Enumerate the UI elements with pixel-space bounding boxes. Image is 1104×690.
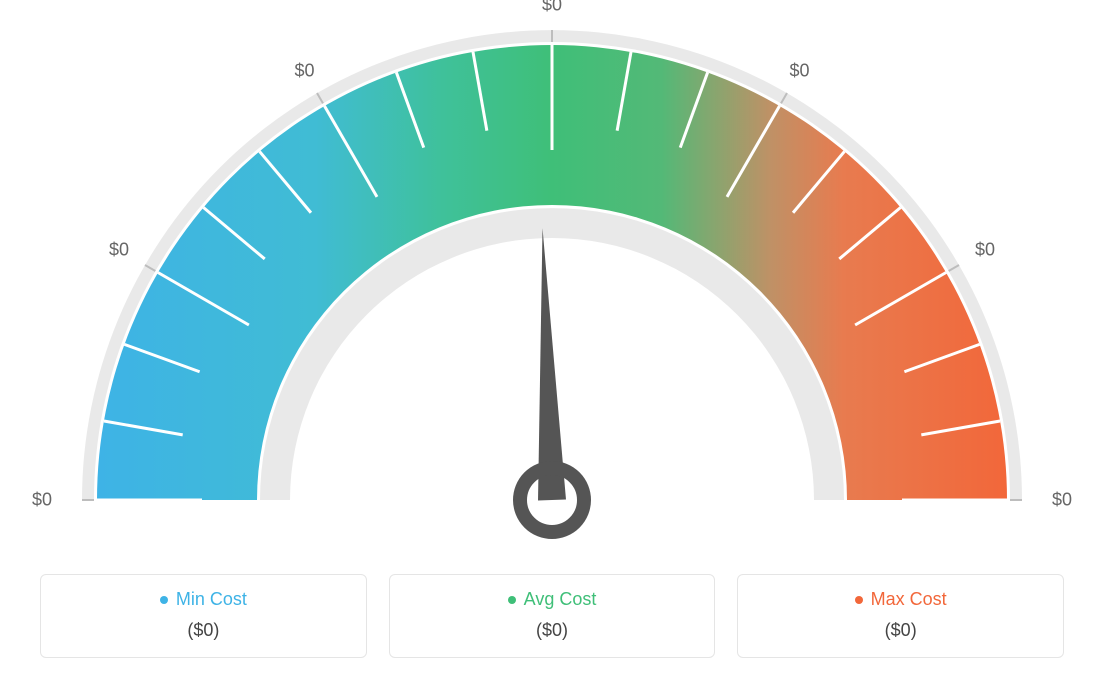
gauge-chart-container: $0 $0 $0 $0 $0 $0 $0 Min Cost ($0) Avg Cost ($… (0, 0, 1104, 690)
gauge: $0$0$0$0$0$0$0 (52, 0, 1052, 560)
gauge-tick-label: $0 (32, 490, 52, 511)
legend-title-avg: Avg Cost (508, 589, 597, 610)
legend-title-max: Max Cost (855, 589, 947, 610)
legend-row: Min Cost ($0) Avg Cost ($0) Max Cost ($0… (40, 574, 1064, 658)
legend-value-max: ($0) (748, 620, 1053, 641)
legend-card-avg: Avg Cost ($0) (389, 574, 716, 658)
gauge-tick-label: $0 (789, 61, 809, 82)
legend-label: Avg Cost (524, 589, 597, 610)
gauge-tick-label: $0 (542, 0, 562, 16)
gauge-tick-label: $0 (975, 240, 995, 261)
legend-card-max: Max Cost ($0) (737, 574, 1064, 658)
gauge-tick-label: $0 (109, 240, 129, 261)
legend-label: Min Cost (176, 589, 247, 610)
gauge-tick-label: $0 (1052, 490, 1072, 511)
dot-icon (508, 596, 516, 604)
legend-label: Max Cost (871, 589, 947, 610)
legend-title-min: Min Cost (160, 589, 247, 610)
legend-value-avg: ($0) (400, 620, 705, 641)
dot-icon (160, 596, 168, 604)
legend-card-min: Min Cost ($0) (40, 574, 367, 658)
gauge-tick-label: $0 (294, 61, 314, 82)
dot-icon (855, 596, 863, 604)
gauge-svg (52, 0, 1052, 560)
legend-value-min: ($0) (51, 620, 356, 641)
